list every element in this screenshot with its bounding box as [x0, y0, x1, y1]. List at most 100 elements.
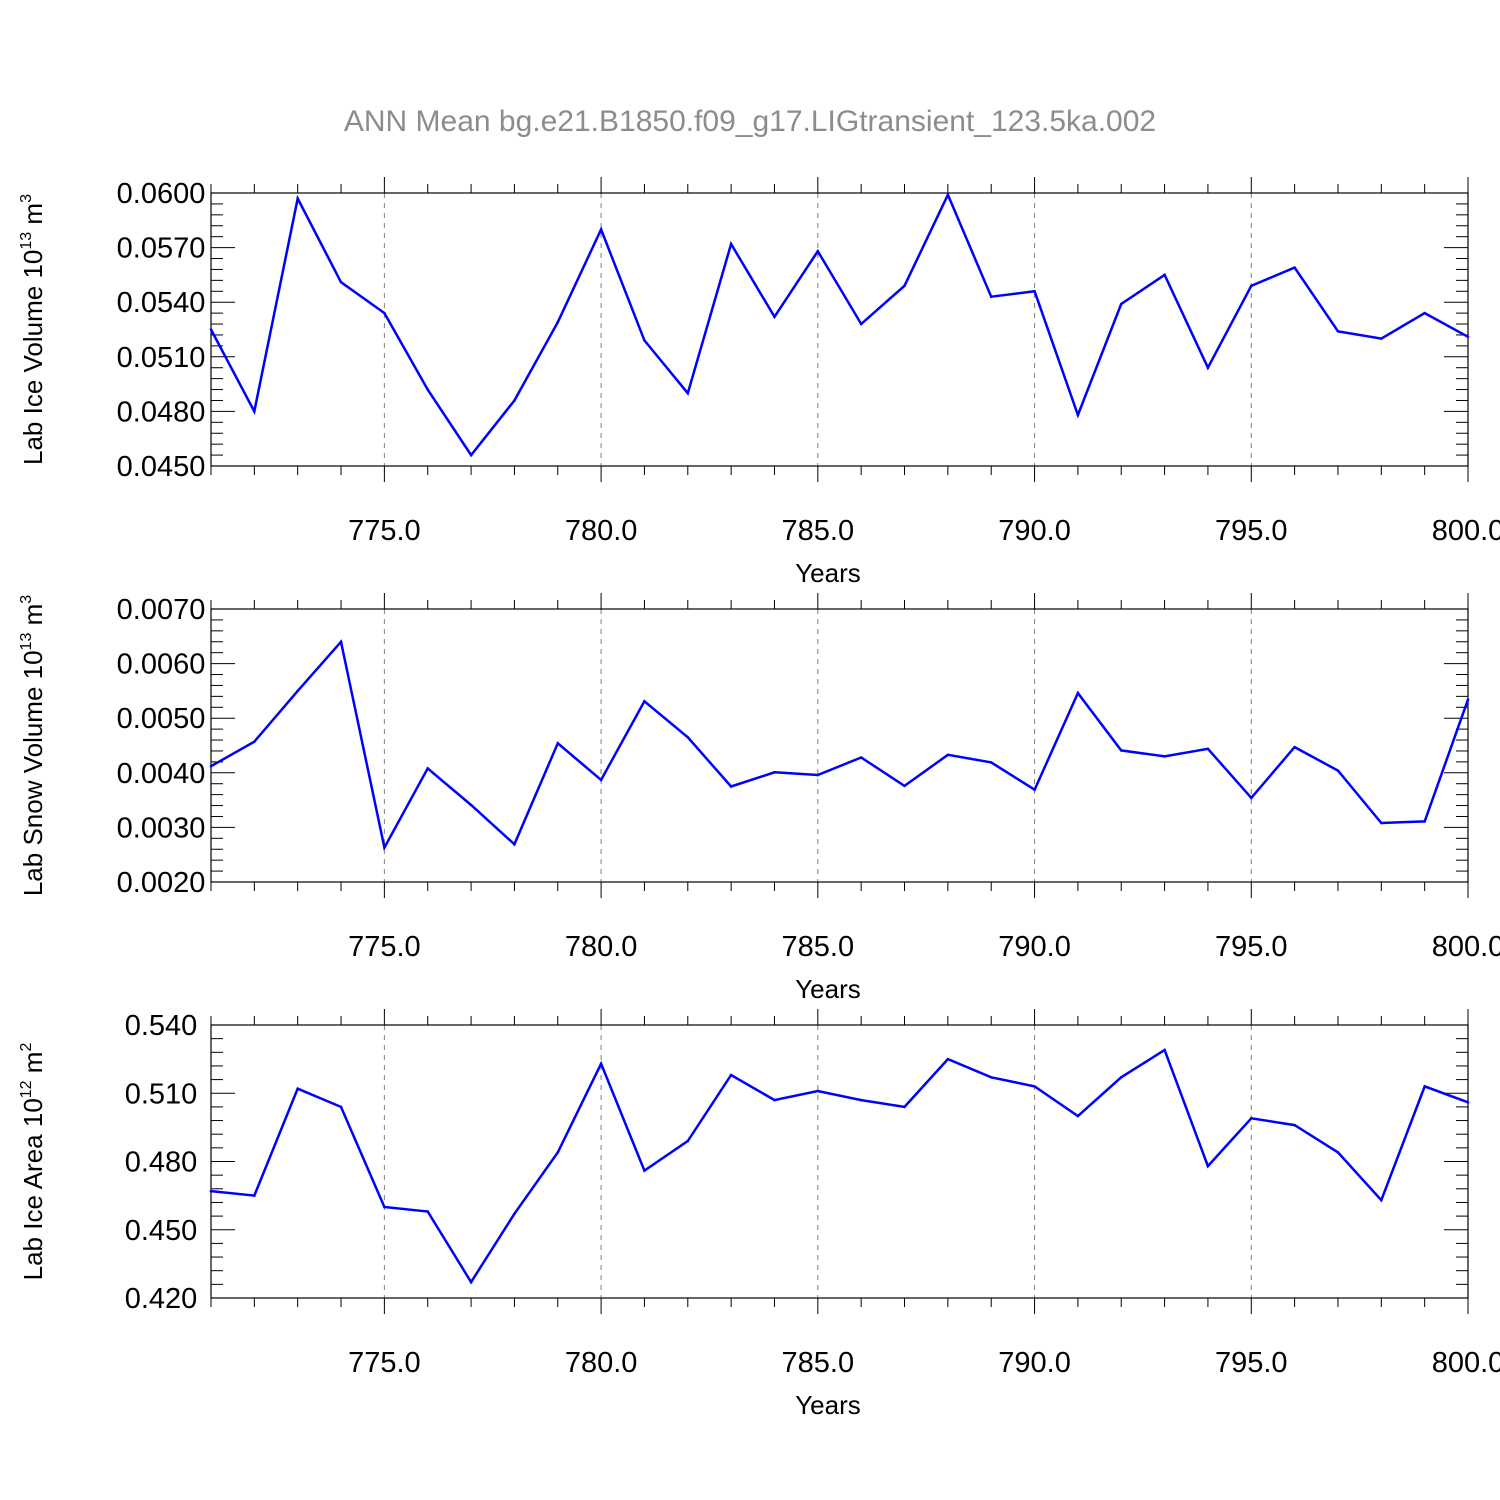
data-point — [339, 280, 343, 284]
data-point — [686, 391, 690, 395]
data-point — [296, 1087, 299, 1090]
x-tick-label: 800.0 — [1432, 515, 1500, 547]
y-axis-label: Lab Ice Volume 1013 m3 — [18, 194, 48, 465]
data-point — [1466, 335, 1470, 339]
series-line — [210, 1048, 1469, 1285]
data-point — [946, 193, 950, 197]
data-point — [1076, 1114, 1080, 1118]
plot-frame — [210, 608, 1469, 883]
y-axis-label-unit-exponent: 3 — [18, 194, 35, 203]
y-tick-label: 0.0040 — [117, 758, 206, 790]
data-point — [1466, 1101, 1470, 1104]
data-point — [339, 640, 343, 644]
chart-panel: 0.0020 0.0030 0.0040 0.0050 0.0060 0.0070 775.… — [18, 593, 1500, 1004]
data-point — [989, 1076, 993, 1079]
data-point — [773, 1098, 776, 1102]
data-point — [903, 784, 906, 788]
y-tick-label: 0.0060 — [117, 649, 206, 681]
data-point — [1249, 284, 1253, 288]
y-axis-label-unit-exponent: 3 — [18, 595, 35, 604]
y-axis-label-exponent: 13 — [18, 232, 35, 250]
plot-frame — [210, 192, 1469, 467]
data-point — [1423, 1085, 1426, 1088]
data-point — [1293, 1123, 1296, 1127]
x-axis-label: Years — [795, 558, 861, 588]
data-point — [426, 767, 430, 770]
x-tick-label: 785.0 — [782, 1347, 855, 1379]
plot-frame — [210, 1024, 1469, 1299]
data-point — [1380, 1198, 1383, 1202]
data-point — [556, 1151, 560, 1154]
x-tick-label: 795.0 — [1215, 931, 1288, 963]
x-tick-label: 785.0 — [782, 515, 855, 547]
x-axis-label: Years — [795, 1390, 861, 1420]
x-tick-label: 780.0 — [565, 931, 638, 963]
data-point — [816, 1089, 820, 1093]
data-point — [946, 753, 950, 757]
data-point — [903, 284, 906, 288]
data-point — [1206, 747, 1210, 751]
data-point — [383, 846, 386, 849]
data-point — [859, 756, 863, 759]
y-axis-label-unit: m — [18, 1052, 48, 1081]
data-point — [859, 1098, 863, 1102]
y-axis-label: Lab Ice Area 1012 m2 — [18, 1043, 48, 1281]
data-point — [556, 742, 560, 745]
y-tick-label: 0.0070 — [117, 594, 206, 626]
data-point — [816, 249, 820, 253]
y-axis-label-base: Lab Ice Volume 10 — [18, 250, 48, 465]
x-tick-label: 780.0 — [565, 1347, 638, 1379]
data-point — [1163, 273, 1166, 277]
data-point — [1119, 302, 1123, 306]
x-tick-label: 795.0 — [1215, 1347, 1288, 1379]
data-point — [1206, 366, 1210, 370]
data-point — [296, 689, 299, 693]
data-point — [383, 311, 386, 315]
data-point — [903, 1105, 906, 1109]
y-tick-label: 0.0510 — [117, 342, 206, 374]
data-point — [1119, 1076, 1123, 1079]
data-point — [1336, 1151, 1340, 1154]
y-axis-label: Lab Snow Volume 1013 m3 — [18, 595, 48, 896]
figure-title: ANN Mean bg.e21.B1850.f09_g17.LIGtransie… — [344, 105, 1156, 138]
data-point — [383, 1205, 386, 1209]
x-tick-label: 785.0 — [782, 931, 855, 963]
data-point — [599, 228, 603, 231]
data-point — [1293, 266, 1296, 269]
data-point — [1380, 337, 1383, 340]
data-point — [1119, 749, 1123, 752]
data-point — [513, 843, 516, 846]
series-line — [210, 639, 1470, 852]
x-axis-label: Years — [795, 974, 861, 1004]
x-tick-label: 790.0 — [998, 515, 1071, 547]
x-tick-label: 775.0 — [348, 1347, 421, 1379]
data-point — [859, 322, 863, 326]
data-point — [989, 295, 993, 299]
data-point — [989, 761, 993, 764]
data-point — [816, 773, 820, 777]
data-point — [643, 1169, 646, 1172]
data-point — [209, 764, 213, 768]
data-point — [729, 1073, 733, 1077]
data-point — [1206, 1164, 1210, 1168]
data-point — [686, 1139, 690, 1143]
y-tick-label: 0.0600 — [117, 178, 206, 210]
x-tick-label: 800.0 — [1432, 931, 1500, 963]
x-tick-label: 790.0 — [998, 931, 1071, 963]
y-tick-label: 0.0050 — [117, 703, 206, 735]
data-point — [1466, 698, 1470, 701]
x-tick-label: 780.0 — [565, 515, 638, 547]
data-point — [773, 315, 776, 319]
y-tick-label: 0.540 — [125, 1010, 198, 1042]
data-point — [469, 1280, 473, 1284]
data-point — [253, 1194, 256, 1197]
data-point — [426, 388, 430, 391]
data-point — [1249, 796, 1253, 800]
data-point — [426, 1210, 430, 1213]
y-axis-label-unit: m — [18, 203, 48, 232]
data-point — [686, 736, 690, 739]
data-point — [643, 699, 646, 703]
data-point — [946, 1057, 950, 1061]
y-tick-label: 0.0480 — [117, 396, 206, 428]
y-tick-label: 0.450 — [125, 1215, 198, 1247]
